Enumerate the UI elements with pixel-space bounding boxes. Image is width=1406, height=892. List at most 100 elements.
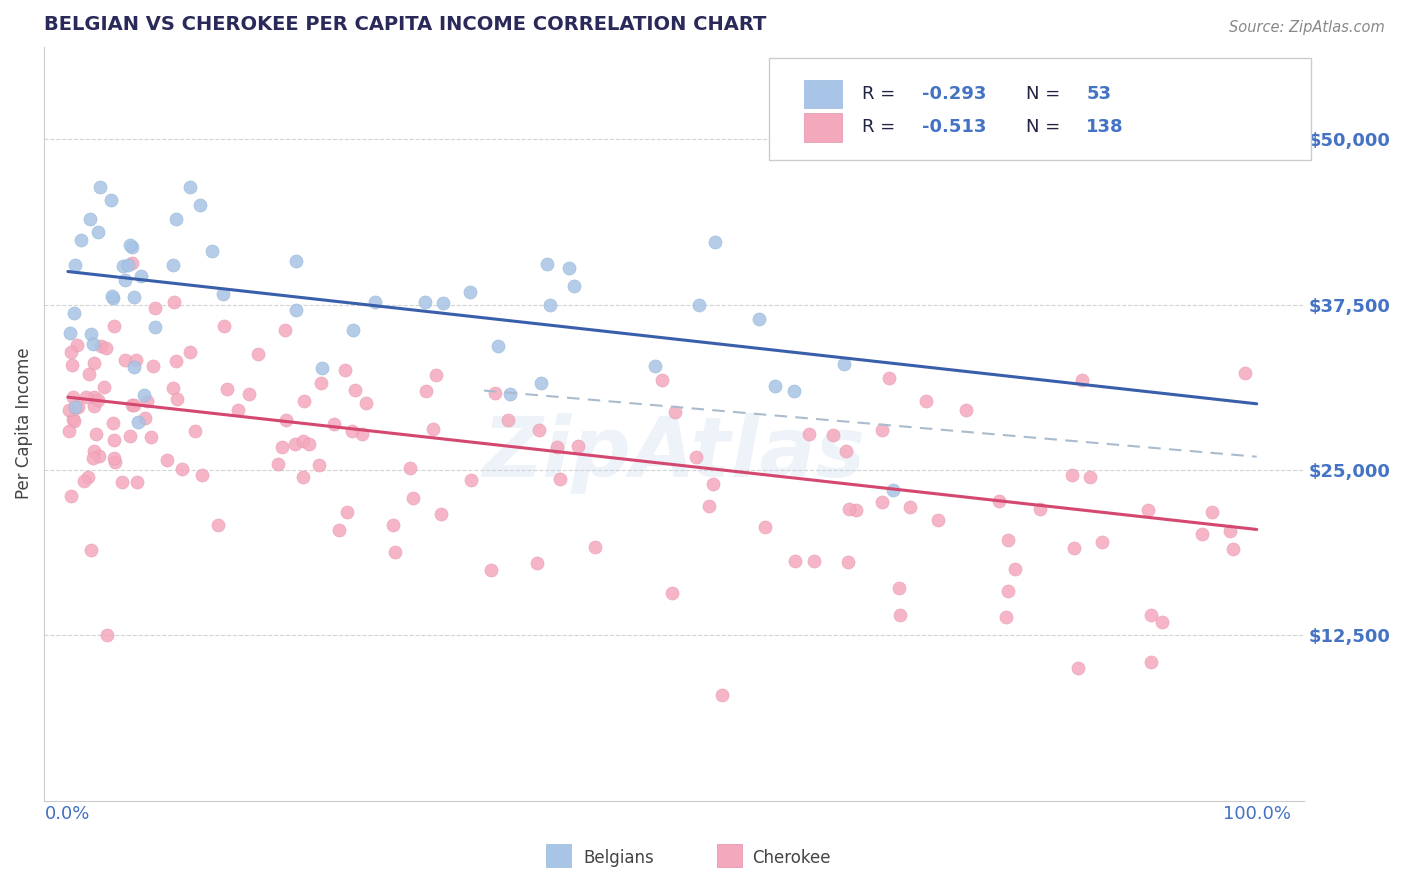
- Point: [143, 319, 166, 334]
- Point: [845, 503, 868, 517]
- Point: [63, 306, 86, 320]
- Point: [661, 586, 683, 600]
- Y-axis label: Per Capita Income: Per Capita Income: [15, 348, 32, 500]
- Point: [832, 357, 855, 371]
- Point: [285, 303, 308, 318]
- Point: [90, 338, 112, 352]
- Point: [238, 387, 260, 401]
- Point: [58, 403, 80, 417]
- Point: [86, 426, 108, 441]
- Point: [1004, 562, 1026, 576]
- Point: [460, 474, 482, 488]
- Point: [1191, 527, 1213, 541]
- Point: [479, 563, 502, 577]
- Point: [103, 451, 125, 466]
- Point: [1222, 542, 1244, 557]
- Point: [65, 400, 87, 414]
- Point: [114, 273, 136, 287]
- Point: [1067, 661, 1090, 675]
- Point: [1063, 541, 1085, 556]
- Point: [132, 387, 155, 401]
- Point: [799, 427, 821, 442]
- Point: [340, 425, 363, 439]
- Point: [121, 256, 143, 270]
- Point: [127, 415, 149, 429]
- Point: [60, 490, 83, 504]
- Point: [103, 433, 125, 447]
- Text: N =: N =: [1026, 119, 1066, 136]
- Point: [267, 457, 290, 471]
- Point: [117, 258, 139, 272]
- Point: [226, 403, 249, 417]
- Point: [82, 451, 104, 466]
- Point: [927, 513, 949, 527]
- Point: [207, 517, 229, 532]
- Point: [422, 422, 444, 436]
- Point: [80, 543, 103, 558]
- Point: [285, 254, 308, 268]
- Point: [62, 390, 84, 404]
- Point: [121, 239, 143, 253]
- Point: [292, 394, 315, 409]
- Point: [837, 555, 859, 569]
- Point: [179, 180, 201, 194]
- Point: [558, 261, 581, 276]
- Point: [79, 211, 101, 226]
- Point: [142, 359, 165, 373]
- Point: [122, 290, 145, 304]
- Point: [211, 287, 233, 301]
- Point: [308, 458, 330, 472]
- Text: Cherokee: Cherokee: [752, 849, 831, 867]
- Point: [538, 298, 561, 312]
- Point: [103, 291, 125, 305]
- Point: [1140, 656, 1163, 670]
- Point: [1140, 607, 1163, 622]
- Point: [292, 434, 315, 448]
- Point: [120, 429, 142, 443]
- Point: [70, 233, 93, 247]
- Point: [93, 379, 115, 393]
- Point: [955, 402, 977, 417]
- Text: ZipAtlas: ZipAtlas: [482, 413, 866, 494]
- Point: [89, 449, 111, 463]
- Point: [342, 323, 364, 337]
- Point: [1060, 468, 1083, 483]
- FancyBboxPatch shape: [804, 80, 842, 109]
- Point: [67, 401, 90, 415]
- Point: [987, 494, 1010, 508]
- Point: [583, 540, 606, 554]
- Point: [458, 285, 481, 300]
- Point: [60, 345, 83, 359]
- Point: [1201, 505, 1223, 519]
- Point: [323, 417, 346, 432]
- Point: [688, 298, 710, 312]
- Point: [702, 477, 724, 491]
- Point: [94, 341, 117, 355]
- Point: [86, 225, 108, 239]
- Point: [425, 368, 447, 383]
- Point: [77, 367, 100, 381]
- Point: [101, 417, 124, 431]
- Point: [889, 608, 911, 623]
- Point: [83, 356, 105, 370]
- Point: [162, 258, 184, 272]
- Point: [879, 371, 901, 385]
- Point: [83, 399, 105, 413]
- Point: [60, 358, 83, 372]
- Text: 53: 53: [1087, 85, 1111, 103]
- Point: [179, 345, 201, 359]
- Point: [63, 414, 86, 428]
- Point: [997, 533, 1019, 548]
- Point: [139, 430, 162, 444]
- Text: Belgians: Belgians: [583, 849, 654, 867]
- Point: [212, 319, 235, 334]
- Point: [122, 359, 145, 374]
- Point: [125, 475, 148, 489]
- Point: [87, 392, 110, 407]
- Point: [898, 500, 921, 514]
- Point: [499, 387, 522, 401]
- Point: [527, 423, 550, 437]
- Point: [165, 353, 187, 368]
- Point: [995, 609, 1018, 624]
- Point: [103, 318, 125, 333]
